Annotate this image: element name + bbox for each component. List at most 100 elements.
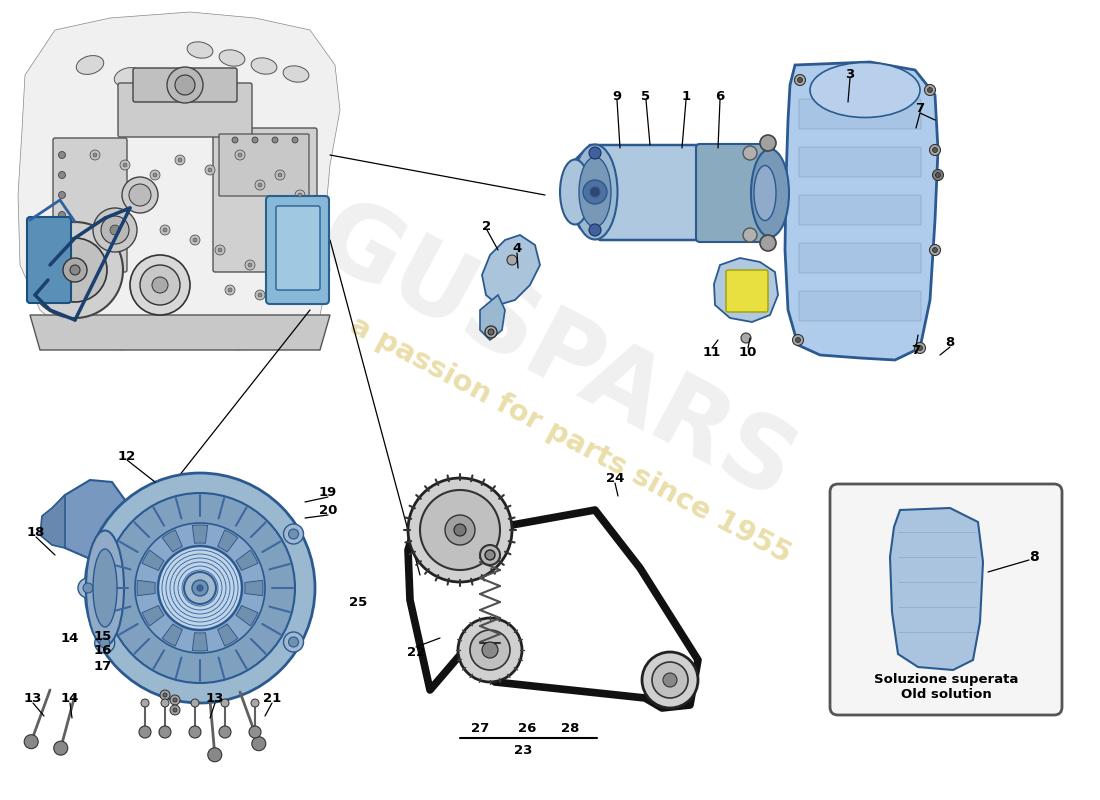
Circle shape [272,137,278,143]
Wedge shape [218,530,238,552]
Circle shape [101,216,129,244]
Circle shape [28,222,123,318]
Circle shape [741,333,751,343]
Circle shape [221,699,229,707]
Circle shape [284,632,304,652]
Circle shape [226,285,235,295]
Circle shape [252,737,266,750]
FancyBboxPatch shape [266,196,329,304]
Text: 4: 4 [513,242,521,255]
Text: 28: 28 [561,722,580,734]
Circle shape [78,578,98,598]
FancyBboxPatch shape [830,484,1062,715]
Circle shape [163,693,167,697]
FancyBboxPatch shape [799,195,921,225]
Text: 25: 25 [349,595,367,609]
Circle shape [924,85,935,95]
Circle shape [58,151,66,158]
Text: 22: 22 [407,646,425,658]
Circle shape [110,225,120,235]
Circle shape [642,652,698,708]
Circle shape [485,550,495,560]
Circle shape [288,637,298,647]
FancyBboxPatch shape [28,217,72,303]
Wedge shape [244,580,263,596]
Wedge shape [142,606,164,626]
Wedge shape [235,550,258,570]
Circle shape [298,193,302,197]
Circle shape [184,572,216,604]
FancyBboxPatch shape [213,128,317,272]
Circle shape [129,184,151,206]
Circle shape [175,75,195,95]
Polygon shape [568,145,740,240]
Circle shape [249,726,261,738]
Circle shape [152,277,168,293]
Text: 15: 15 [94,630,112,642]
Circle shape [798,78,803,82]
Circle shape [58,231,66,238]
Ellipse shape [219,50,245,66]
Circle shape [917,346,923,350]
FancyBboxPatch shape [726,270,768,312]
FancyBboxPatch shape [696,144,774,242]
Text: Old solution: Old solution [901,689,991,702]
Circle shape [583,180,607,204]
Ellipse shape [283,66,309,82]
Circle shape [420,490,500,570]
Circle shape [170,695,180,705]
Text: 9: 9 [613,90,621,102]
Circle shape [485,326,497,338]
Text: 8: 8 [1030,550,1038,564]
Wedge shape [218,624,238,646]
Polygon shape [18,12,340,350]
Circle shape [482,642,498,658]
Ellipse shape [560,159,590,225]
Text: 5: 5 [641,90,650,102]
Ellipse shape [579,157,610,227]
Circle shape [218,248,222,252]
Text: 26: 26 [518,722,536,734]
Polygon shape [40,495,65,548]
Circle shape [446,515,475,545]
Circle shape [219,726,231,738]
Text: Soluzione superata: Soluzione superata [873,674,1019,686]
Circle shape [43,238,107,302]
Circle shape [238,153,242,157]
Text: a passion for parts since 1955: a passion for parts since 1955 [344,311,795,569]
Circle shape [232,137,238,143]
Text: 24: 24 [606,471,624,485]
Circle shape [70,265,80,275]
Circle shape [104,493,295,683]
Circle shape [760,135,775,151]
Text: 23: 23 [514,743,532,757]
Circle shape [173,698,177,702]
Circle shape [54,741,68,755]
Text: 14: 14 [60,631,79,645]
Circle shape [258,183,262,187]
Circle shape [160,726,170,738]
Circle shape [170,705,180,715]
FancyBboxPatch shape [276,206,320,290]
Circle shape [82,583,94,593]
Circle shape [245,260,255,270]
Circle shape [235,150,245,160]
Circle shape [927,87,933,93]
Circle shape [292,137,298,143]
Circle shape [214,245,225,255]
Circle shape [167,67,204,103]
Text: 13: 13 [24,691,42,705]
Circle shape [295,190,305,200]
Circle shape [178,158,182,162]
Circle shape [454,524,466,536]
Circle shape [792,334,803,346]
Circle shape [255,290,265,300]
Text: 14: 14 [60,691,79,705]
Ellipse shape [187,42,213,58]
Circle shape [228,288,232,292]
Ellipse shape [751,149,789,237]
Wedge shape [138,580,155,596]
Circle shape [742,146,757,160]
FancyBboxPatch shape [219,134,309,196]
Circle shape [123,163,126,167]
